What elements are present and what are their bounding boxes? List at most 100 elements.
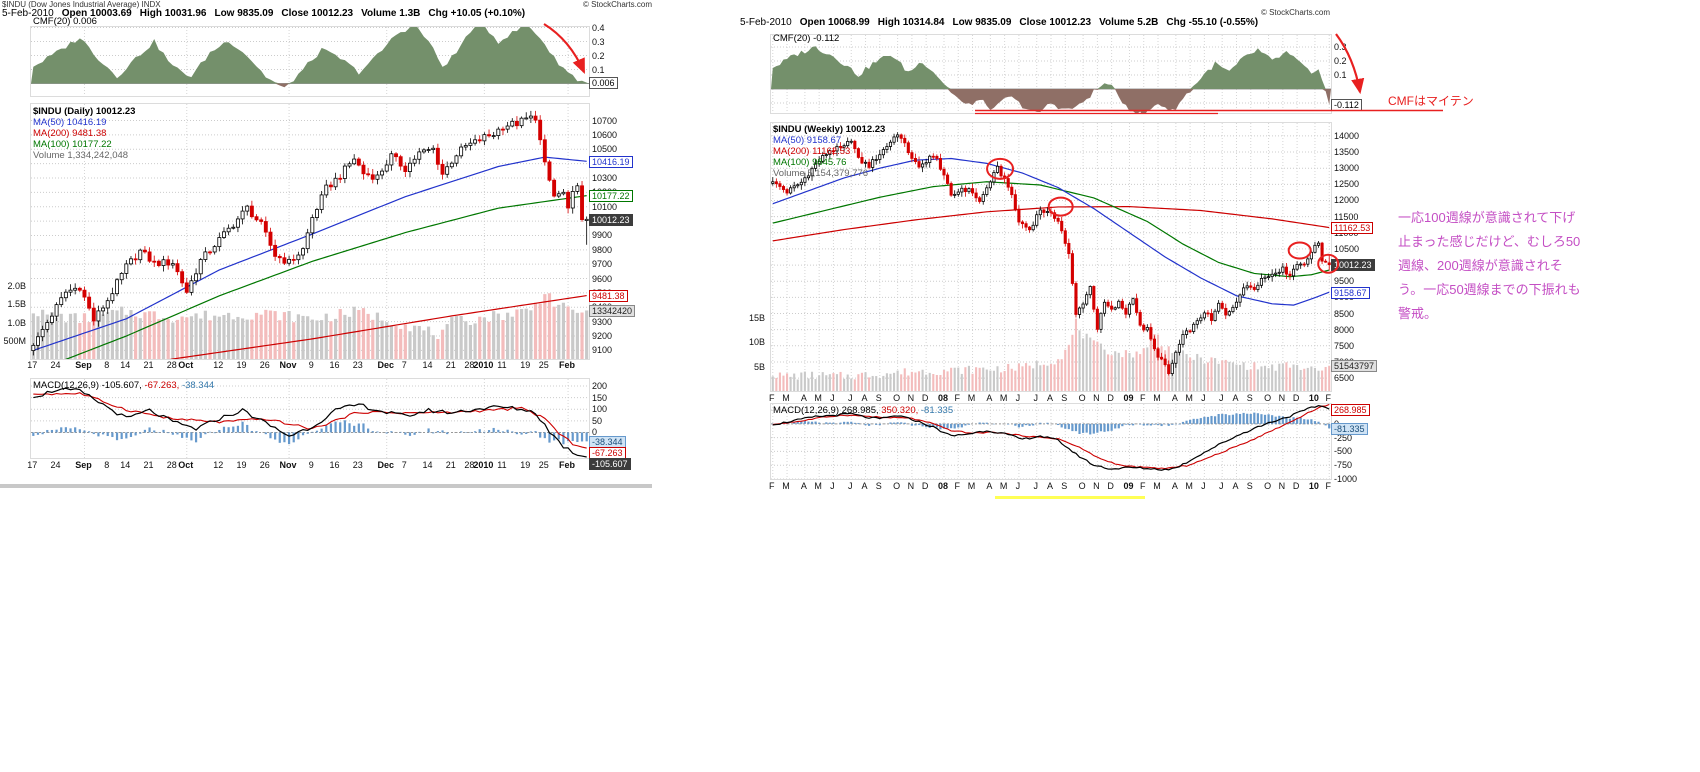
x-axis-tick: J [1033, 481, 1038, 491]
x-axis-tick: 16 [329, 460, 340, 470]
macd-axis-tick: -500 [1334, 446, 1353, 457]
x-axis-tick: 7 [401, 360, 407, 370]
right-legend-ma50: MA(50) 9158.67 [773, 135, 842, 146]
price-axis-tick: 9800 [592, 244, 613, 255]
x-axis-tick: 25 [538, 460, 549, 470]
right-main-panel [770, 122, 1332, 392]
right-quote-row: 5-Feb-2010 Open 10068.99 High 10314.84 Low … [740, 17, 1266, 28]
x-axis-tick: Feb [559, 360, 576, 370]
left-macd-panel [30, 378, 590, 459]
x-axis-tick: A [861, 481, 868, 491]
x-axis-tick: 08 [937, 481, 948, 491]
x-axis-tick: F [1139, 481, 1146, 491]
x-axis-tick: M [1153, 393, 1161, 403]
value-box-main: 10416.19 [589, 155, 633, 168]
macd-axis-tick: -250 [1334, 432, 1353, 443]
x-axis-tick: 28 [464, 360, 475, 370]
x-axis-tick: 12 [213, 360, 224, 370]
x-axis-tick: S [1061, 481, 1068, 491]
value-box-volume: 51543797 [1331, 360, 1378, 373]
price-axis-tick: 8500 [1334, 308, 1355, 319]
x-axis-tick: 2010 [473, 360, 494, 370]
x-axis-tick: M [782, 393, 790, 403]
x-axis-tick: A [1171, 481, 1178, 491]
x-axis-tick: M [814, 393, 822, 403]
x-axis-tick: A [800, 393, 807, 403]
right-legend-ma200: MA(200) 11162.53 [773, 146, 851, 157]
cmf-axis-tick: 0.2 [1334, 56, 1347, 66]
x-axis-tick: M [782, 481, 790, 491]
x-axis-tick: 26 [259, 360, 270, 370]
x-axis-tick: 23 [352, 360, 363, 370]
x-axis-tick: 14 [120, 360, 131, 370]
x-axis-tick: 21 [445, 460, 456, 470]
macd-axis-tick: 50 [592, 415, 603, 426]
x-axis-tick: Dec [377, 360, 394, 370]
left-quote-date: 5-Feb-2010 [2, 8, 54, 19]
x-axis-tick: Sep [75, 360, 92, 370]
left-macd-signal-value: -67.263, [144, 380, 182, 391]
cmf-axis-tick: 0.1 [1334, 70, 1347, 80]
price-axis-tick: 13000 [1334, 163, 1360, 174]
x-axis-tick: A [800, 481, 807, 491]
x-axis-tick: 16 [329, 360, 340, 370]
x-axis-tick: 09 [1123, 481, 1134, 491]
x-axis-tick: S [1061, 393, 1068, 403]
x-axis-tick: F [1139, 393, 1146, 403]
cmf-negative-note: CMFはマイテン [1388, 94, 1474, 108]
right-macd-hist-value: -81.335 [920, 405, 954, 416]
x-axis-tick: M [1185, 393, 1193, 403]
right-macd-value: 268.985, [841, 405, 882, 416]
value-box-macd: 268.985 [1331, 403, 1370, 416]
x-axis-tick: O [1078, 481, 1086, 491]
x-axis-tick: Oct [178, 360, 194, 370]
x-axis-tick: N [1093, 393, 1100, 403]
x-axis-tick: 19 [236, 360, 247, 370]
price-axis-tick: 11500 [1334, 211, 1359, 222]
price-axis-tick: 10600 [592, 129, 618, 140]
x-axis-tick: A [1232, 481, 1239, 491]
x-axis-tick: A [1232, 393, 1239, 403]
x-axis-tick: 17 [27, 360, 38, 370]
price-axis-tick: 9900 [592, 230, 613, 241]
x-axis-tick: S [875, 481, 882, 491]
x-axis-tick: 21 [143, 460, 154, 470]
x-axis-tick: J [830, 393, 835, 403]
analyst-note-line: 週線、200週線が意識されそ [1398, 258, 1563, 273]
x-axis-tick: N [1093, 481, 1100, 491]
x-axis-tick: 7 [401, 460, 407, 470]
volume-axis-tick: 1.0B [7, 317, 26, 328]
horizontal-scrollbar[interactable] [0, 484, 652, 488]
x-axis-tick: 09 [1123, 393, 1134, 403]
price-axis-tick: 10500 [1334, 243, 1360, 254]
x-axis-tick: J [1218, 393, 1224, 403]
volume-axis-tick: 500M [3, 335, 26, 346]
x-axis-tick: A [1171, 393, 1178, 403]
price-axis-tick: 12000 [1334, 195, 1360, 206]
macd-axis-tick: -750 [1334, 460, 1353, 471]
x-axis-tick: O [893, 481, 901, 491]
macd-axis-tick: -1000 [1334, 473, 1358, 484]
x-axis-tick: J [1201, 393, 1206, 403]
x-axis-tick: M [967, 481, 976, 491]
left-legend: $INDU (Daily) 10012.23 MA(50) 10416.19 M… [33, 106, 135, 161]
price-axis-tick: 10100 [592, 201, 618, 212]
x-axis-tick: Nov [279, 460, 297, 470]
left-chart-title: $INDU (Dow Jones Industrial Average) IND… [2, 0, 161, 9]
value-box-macd: -81.335 [1331, 422, 1368, 435]
x-axis-tick: 9 [308, 360, 314, 370]
x-axis-tick: 17 [27, 460, 38, 470]
x-axis-tick: M [967, 393, 976, 403]
right-quote-date: 5-Feb-2010 [740, 17, 792, 28]
x-axis-tick: A [861, 393, 868, 403]
macd-axis-tick: 200 [592, 380, 608, 391]
left-quote-volume: Volume 1.3B [361, 8, 421, 19]
price-axis-tick: 9300 [592, 316, 613, 327]
x-axis-tick: 8 [104, 460, 110, 470]
right-quote-chg: Chg -55.10 (-0.55%) [1166, 17, 1259, 28]
x-axis-tick: O [893, 393, 901, 403]
x-axis-tick: F [954, 393, 961, 403]
x-axis-tick: S [875, 393, 882, 403]
x-axis-tick: D [1107, 393, 1114, 403]
left-macd-name: MACD(12,26,9) [33, 380, 102, 391]
